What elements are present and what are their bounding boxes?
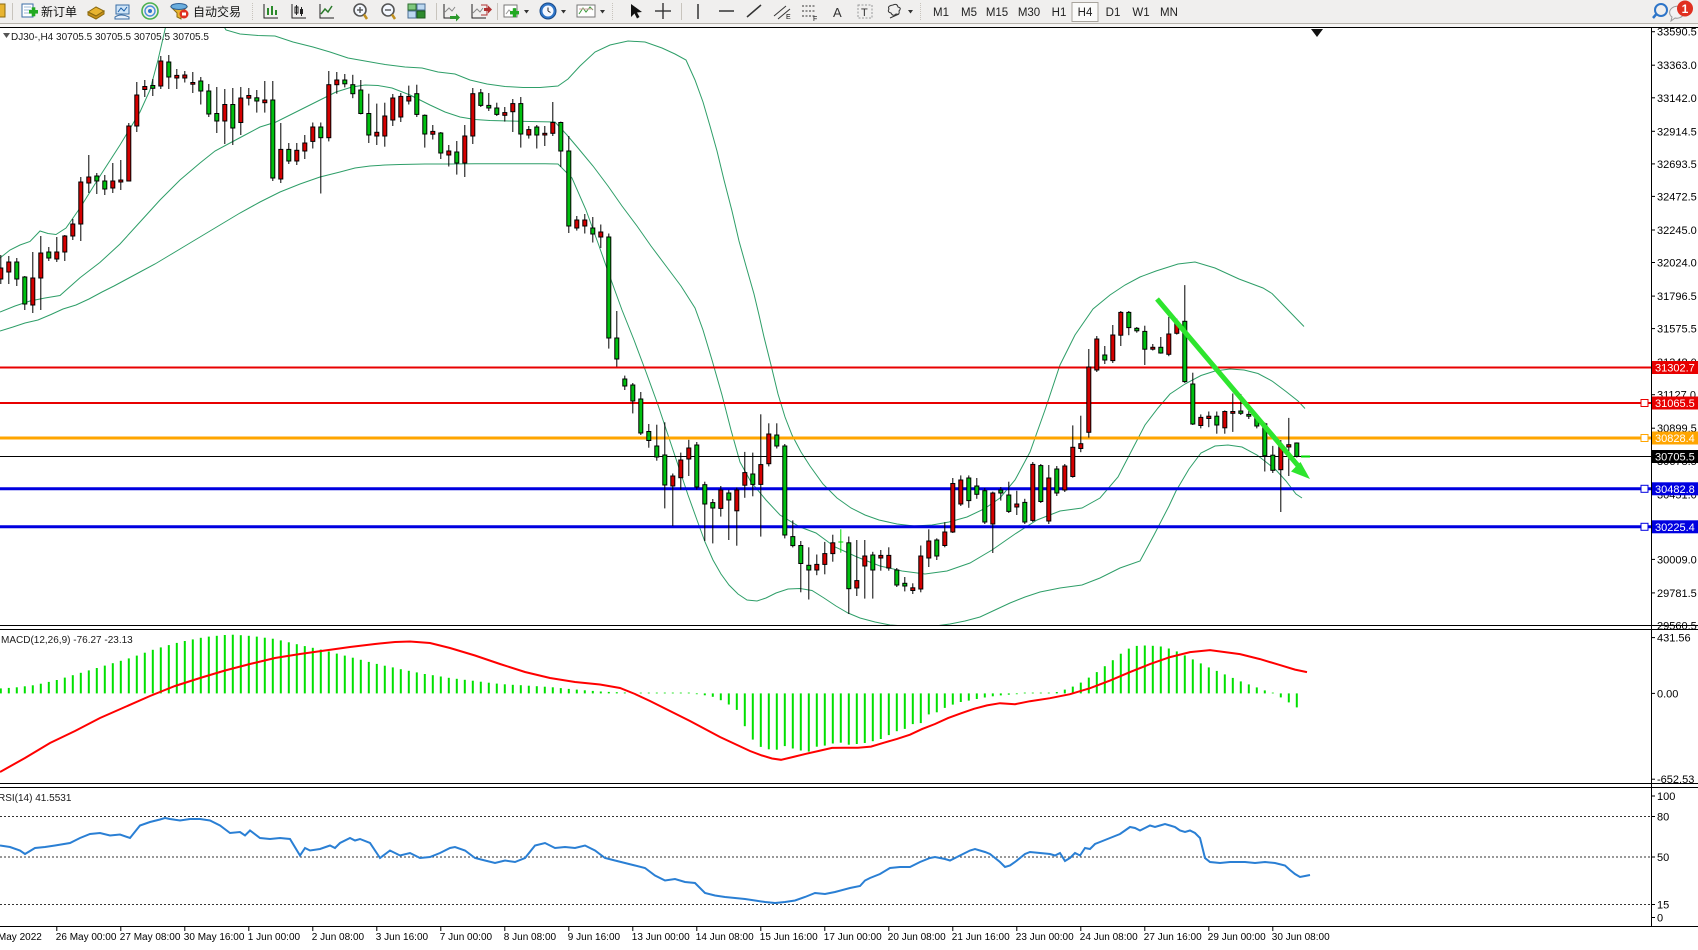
- svg-text:M5: M5: [961, 7, 977, 19]
- svg-text:T: T: [861, 7, 868, 19]
- svg-text:29560.5: 29560.5: [1657, 621, 1697, 633]
- svg-text:1: 1: [1682, 2, 1689, 16]
- svg-text:30705.5: 30705.5: [1655, 452, 1695, 464]
- svg-text:MN: MN: [1160, 7, 1178, 19]
- svg-text:M1: M1: [933, 7, 949, 19]
- svg-text:自动交易: 自动交易: [193, 4, 241, 19]
- svg-text:31796.5: 31796.5: [1657, 291, 1697, 303]
- svg-text:32914.5: 32914.5: [1657, 126, 1697, 138]
- svg-text:DJ30-,H4 30705.5 30705.5 3070: DJ30-,H4 30705.5 30705.5 30705.5 30705.5: [11, 32, 209, 43]
- svg-text:31575.5: 31575.5: [1657, 324, 1697, 336]
- svg-text:24 Jun 08:00: 24 Jun 08:00: [1080, 932, 1138, 943]
- svg-text:13 Jun 00:00: 13 Jun 00:00: [632, 932, 690, 943]
- svg-text:30225.4: 30225.4: [1655, 522, 1695, 534]
- svg-text:8 Jun 08:00: 8 Jun 08:00: [504, 932, 557, 943]
- svg-text:30 May 16:00: 30 May 16:00: [184, 932, 245, 943]
- svg-text:32472.5: 32472.5: [1657, 191, 1697, 203]
- svg-text:MACD(12,26,9) -76.27 -23.13: MACD(12,26,9) -76.27 -23.13: [1, 635, 133, 646]
- svg-text:F: F: [813, 16, 817, 23]
- svg-text:30009.0: 30009.0: [1657, 554, 1697, 566]
- svg-text:17 Jun 00:00: 17 Jun 00:00: [824, 932, 882, 943]
- svg-text:26 May 00:00: 26 May 00:00: [56, 932, 117, 943]
- svg-text:32245.0: 32245.0: [1657, 225, 1697, 237]
- svg-text:0.00: 0.00: [1657, 688, 1678, 700]
- svg-text:31065.5: 31065.5: [1655, 398, 1695, 410]
- svg-text:21 Jun 16:00: 21 Jun 16:00: [952, 932, 1010, 943]
- svg-text:H4: H4: [1078, 7, 1093, 19]
- svg-text:15: 15: [1657, 900, 1669, 912]
- svg-text:32024.0: 32024.0: [1657, 258, 1697, 270]
- svg-text:2 Jun 08:00: 2 Jun 08:00: [312, 932, 365, 943]
- svg-text:50: 50: [1657, 852, 1669, 864]
- svg-text:33590.5: 33590.5: [1657, 27, 1697, 39]
- svg-text:7 Jun 00:00: 7 Jun 00:00: [440, 932, 493, 943]
- svg-text:M30: M30: [1018, 7, 1040, 19]
- svg-text:30 Jun 08:00: 30 Jun 08:00: [1272, 932, 1330, 943]
- svg-text:A: A: [833, 5, 842, 20]
- svg-text:14 Jun 08:00: 14 Jun 08:00: [696, 932, 754, 943]
- svg-text:9 Jun 16:00: 9 Jun 16:00: [568, 932, 621, 943]
- svg-text:新订单: 新订单: [41, 4, 77, 19]
- svg-text:-652.53: -652.53: [1657, 774, 1694, 786]
- svg-text:32693.5: 32693.5: [1657, 159, 1697, 171]
- svg-text:29781.5: 29781.5: [1657, 588, 1697, 600]
- svg-text:0: 0: [1657, 913, 1663, 925]
- svg-text:80: 80: [1657, 812, 1669, 824]
- svg-text:30482.8: 30482.8: [1655, 484, 1695, 496]
- svg-text:D1: D1: [1106, 7, 1121, 19]
- svg-text:20 Jun 08:00: 20 Jun 08:00: [888, 932, 946, 943]
- svg-text:27 Jun 16:00: 27 Jun 16:00: [1144, 932, 1202, 943]
- svg-text:100: 100: [1657, 791, 1675, 803]
- svg-text:431.56: 431.56: [1657, 633, 1691, 645]
- svg-text:H1: H1: [1052, 7, 1067, 19]
- svg-text:33363.0: 33363.0: [1657, 60, 1697, 72]
- svg-text:25 May 2022: 25 May 2022: [0, 932, 42, 943]
- svg-text:27 May 08:00: 27 May 08:00: [120, 932, 181, 943]
- svg-text:1 Jun 00:00: 1 Jun 00:00: [248, 932, 301, 943]
- svg-text:3 Jun 16:00: 3 Jun 16:00: [376, 932, 429, 943]
- svg-text:W1: W1: [1132, 7, 1149, 19]
- svg-text:RSI(14) 41.5531: RSI(14) 41.5531: [0, 793, 72, 804]
- svg-text:M15: M15: [986, 7, 1008, 19]
- svg-text:15 Jun 16:00: 15 Jun 16:00: [760, 932, 818, 943]
- svg-text:E: E: [786, 14, 791, 21]
- svg-text:23 Jun 00:00: 23 Jun 00:00: [1016, 932, 1074, 943]
- svg-text:33142.0: 33142.0: [1657, 93, 1697, 105]
- svg-text:29 Jun 00:00: 29 Jun 00:00: [1208, 932, 1266, 943]
- svg-text:31302.7: 31302.7: [1655, 363, 1695, 375]
- svg-text:30828.4: 30828.4: [1655, 433, 1695, 445]
